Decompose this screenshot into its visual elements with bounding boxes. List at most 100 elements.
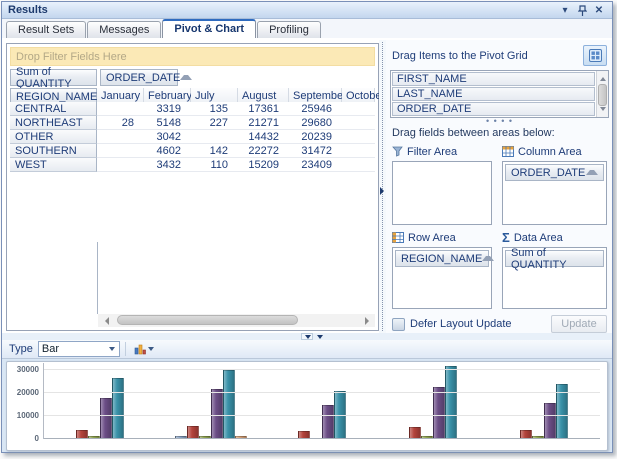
bar-february-northeast (186, 426, 199, 438)
field-pane-header: Drag Items to the Pivot Grid (392, 49, 528, 62)
bar-august-southern (433, 387, 446, 438)
splitter-arrow-icon (317, 334, 323, 342)
chart-options-button[interactable] (131, 342, 157, 356)
pivot-cell: 110 (191, 158, 238, 172)
row-area-box[interactable]: REGION_NAME (392, 247, 495, 309)
bar-september-southern (445, 366, 458, 438)
pivot-cell: 3319 (144, 102, 191, 116)
horizontal-splitter[interactable] (2, 333, 612, 340)
scroll-right-icon[interactable] (362, 314, 375, 327)
close-icon[interactable]: ✕ (594, 4, 604, 16)
column-field-label: ORDER_DATE (106, 71, 181, 84)
pivot-layout-button[interactable] (583, 45, 607, 66)
column-header-january[interactable]: January (97, 88, 144, 105)
pivot-cell: 28 (97, 116, 144, 130)
pivot-cell: 25946 (289, 102, 342, 116)
filter-area-label: Filter Area (407, 145, 458, 158)
bar-chart: 0 10000 20000 30000 (6, 361, 608, 451)
pivot-cell (97, 144, 144, 158)
pivot-cell: 21271 (238, 116, 289, 130)
pivot-cell: 227 (191, 116, 238, 130)
pivot-table: REGION_NAME January February July August Sep… (10, 88, 385, 172)
bar-group-northeast (174, 370, 247, 438)
scroll-thumb[interactable] (117, 315, 298, 325)
auto-hide-pin-icon[interactable] (575, 4, 589, 17)
update-button[interactable]: Update (551, 315, 607, 333)
pivot-cell: 31472 (289, 144, 342, 158)
pivot-cell: 14432 (238, 130, 289, 144)
area-item-sum-of-quantity[interactable]: Sum of QUANTITY (505, 247, 604, 271)
pivot-body-empty (10, 242, 375, 314)
field-item-first_name[interactable]: FIRST_NAME (392, 72, 595, 86)
pivot-cell: 23409 (289, 158, 342, 172)
column-header-august[interactable]: August (238, 88, 289, 105)
data-area-label: Data Area (513, 231, 563, 244)
tab-pivot-chart[interactable]: Pivot & Chart (162, 19, 257, 38)
data-area-box[interactable]: Sum of QUANTITY (502, 247, 607, 309)
tab-result-sets[interactable]: Result Sets (6, 21, 87, 38)
row-header-northeast: NORTHEAST (10, 116, 97, 130)
pivot-h-scrollbar[interactable] (98, 314, 375, 327)
bar-august-other (321, 405, 334, 438)
field-item-order_date[interactable]: ORDER_DATE (392, 102, 595, 116)
row-field-label: REGION_NAME (16, 90, 98, 103)
panel-titlebar: Results ▾ ✕ (2, 2, 612, 19)
chart-area: 0 10000 20000 30000 (2, 359, 612, 452)
bar-september-northeast (222, 370, 235, 438)
tab-bar: Result Sets Messages Pivot & Chart Profilin… (2, 19, 612, 39)
data-field-label: Sum of QUANTITY (16, 65, 72, 90)
chart-type-combobox[interactable]: Bar (37, 341, 120, 357)
pivot-cell: 29680 (289, 116, 342, 130)
pivot-cell: 3042 (144, 130, 191, 144)
tab-messages[interactable]: Messages (87, 21, 162, 38)
row-area-icon (392, 232, 404, 243)
scroll-track[interactable] (111, 314, 362, 327)
column-header-july[interactable]: July (191, 88, 238, 105)
scroll-up-icon[interactable] (599, 74, 606, 81)
sigma-icon: Σ (502, 230, 510, 245)
bar-february-other (297, 431, 310, 438)
chart-wizard-icon (134, 344, 146, 355)
pivot-pane: Drop Filter Fields Here Sum of QUANTITY … (2, 40, 385, 333)
area-item-region-name[interactable]: REGION_NAME (395, 250, 495, 267)
field-item-order_id[interactable]: ORDER_ID (392, 117, 595, 118)
window-menu-icon[interactable]: ▾ (562, 4, 568, 16)
filter-area-box[interactable] (392, 161, 492, 225)
scroll-left-icon[interactable] (98, 314, 111, 327)
column-field-button[interactable]: ORDER_DATE (100, 69, 193, 86)
dropdown-arrow-icon (147, 347, 154, 354)
y-axis-tick-label: 30000 (16, 364, 39, 374)
row-header-west: WEST (10, 158, 97, 172)
sort-asc-icon (180, 71, 193, 80)
gridline (44, 391, 600, 393)
vertical-splitter[interactable] (379, 40, 386, 333)
column-area-box[interactable]: ORDER_DATE (502, 161, 607, 225)
defer-layout-label: Defer Layout Update (410, 318, 512, 330)
scroll-down-icon[interactable] (599, 107, 606, 114)
area-item-order-date[interactable]: ORDER_DATE (505, 164, 604, 181)
filter-icon (392, 146, 403, 157)
combo-dropdown-icon[interactable] (105, 342, 119, 356)
splitter-collapse-icon[interactable] (380, 186, 388, 195)
type-label: Type (9, 343, 33, 355)
field-item-last_name[interactable]: LAST_NAME (392, 87, 595, 101)
row-area-label: Row Area (408, 231, 456, 244)
column-area-icon (502, 146, 514, 157)
gridline (44, 368, 600, 370)
bar-august-west (544, 403, 557, 438)
y-axis-tick-label: 20000 (16, 387, 39, 397)
defer-layout-checkbox[interactable] (392, 317, 405, 331)
list-resize-handle[interactable]: • • • • (485, 116, 514, 126)
field-list-scrollbar[interactable] (596, 71, 608, 117)
data-field-button[interactable]: Sum of QUANTITY (10, 66, 97, 90)
bar-july-west (532, 436, 545, 438)
pivot-chart-content: Drop Filter Fields Here Sum of QUANTITY … (2, 40, 612, 333)
tab-profiling[interactable]: Profiling (257, 21, 321, 38)
bar-july-southern (421, 436, 434, 438)
bar-february-southern (409, 427, 422, 438)
area-item-label: REGION_NAME (401, 252, 483, 265)
filter-drop-zone[interactable]: Drop Filter Fields Here (10, 47, 375, 66)
bar-july-central (87, 436, 100, 438)
pivot-cell: 3432 (144, 158, 191, 172)
scroll-thumb[interactable] (598, 84, 607, 106)
